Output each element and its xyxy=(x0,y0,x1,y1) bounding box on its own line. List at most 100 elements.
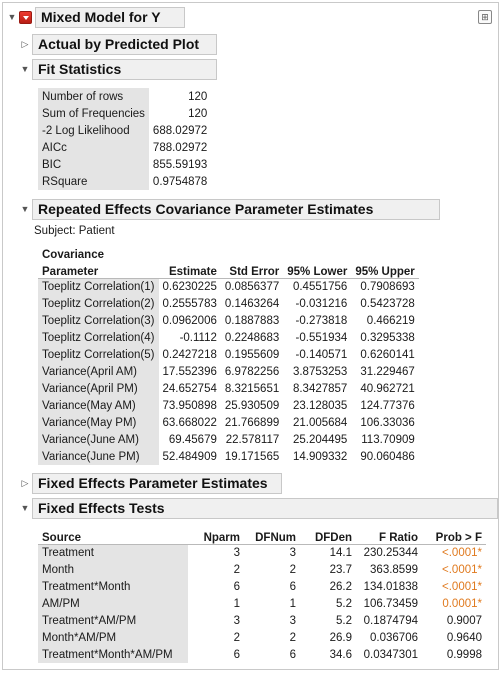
section-title[interactable]: Repeated Effects Covariance Parameter Es… xyxy=(32,198,440,220)
stat-label: BIC xyxy=(38,156,149,173)
column-header: Estimate xyxy=(158,261,221,279)
table-row: Variance(May PM) 63.668022 21.766899 21.005… xyxy=(38,414,419,431)
subject-label: Subject: Patient xyxy=(34,225,115,237)
dfnum-cell: 3 xyxy=(289,546,296,559)
table-row: Month 2 2 23.7 363.8599 <.0001* xyxy=(38,561,486,578)
table-row: Treatment 3 3 14.1 230.25344 <.0001* xyxy=(38,544,486,561)
parameter-cell: Toeplitz Correlation(2) xyxy=(38,295,159,312)
std-error-cell: 0.0856377 xyxy=(224,280,280,293)
dfden-cell: 26.9 xyxy=(329,631,352,644)
nparm-cell: 1 xyxy=(233,597,240,610)
column-header: Source xyxy=(38,527,188,545)
std-error-cell: 0.1463264 xyxy=(224,297,280,310)
fratio-cell: 106.73459 xyxy=(363,597,418,610)
source-cell: Treatment*Month*AM/PM xyxy=(38,646,188,663)
std-error-cell: 8.3215651 xyxy=(224,382,280,395)
upper-cell: 0.7908693 xyxy=(360,280,415,293)
collapse-triangle-icon[interactable]: ▼ xyxy=(20,503,30,513)
lower-cell: 25.204495 xyxy=(292,433,348,446)
column-header: F Ratio xyxy=(356,527,422,545)
parameter-cell: Toeplitz Correlation(5) xyxy=(38,346,159,363)
table-row: Variance(May AM) 73.950898 25.930509 23.128… xyxy=(38,397,419,414)
table-row: Treatment*Month*AM/PM 6 6 34.6 0.0347301 0.99… xyxy=(38,646,486,663)
estimate-cell: 0.2555783 xyxy=(162,297,217,310)
stat-value: 855.59193 xyxy=(152,158,208,171)
nparm-cell: 3 xyxy=(233,614,240,627)
table-row: Variance(June PM) 52.484909 19.171565 14.90… xyxy=(38,448,419,465)
section-title[interactable]: Fixed Effects Tests xyxy=(32,497,498,519)
std-error-cell: 0.1955609 xyxy=(224,348,280,361)
collapse-triangle-icon[interactable]: ▼ xyxy=(7,12,17,22)
parameter-cell: Variance(May PM) xyxy=(38,414,159,431)
dfnum-cell: 2 xyxy=(289,563,296,576)
parameter-cell: Variance(June PM) xyxy=(38,448,159,465)
column-header: Nparm xyxy=(188,527,244,545)
prob-cell: <.0001* xyxy=(442,580,482,593)
estimate-cell: 17.552396 xyxy=(162,365,217,378)
table-row: Variance(April AM) 17.552396 6.9782256 3.87… xyxy=(38,363,419,380)
dfden-cell: 14.1 xyxy=(329,546,352,559)
collapse-triangle-icon[interactable]: ▼ xyxy=(20,64,30,74)
upper-cell: 31.229467 xyxy=(360,365,415,378)
collapse-triangle-icon[interactable]: ▼ xyxy=(20,204,30,214)
table-row: Month*AM/PM 2 2 26.9 0.036706 0.9640 xyxy=(38,629,486,646)
section-title[interactable]: Fixed Effects Parameter Estimates xyxy=(32,472,282,494)
dfnum-cell: 1 xyxy=(289,597,296,610)
table-row: Number of rows 120 xyxy=(38,88,211,105)
expand-triangle-icon[interactable]: ▷ xyxy=(21,38,29,49)
estimate-cell: 0.6230225 xyxy=(162,280,217,293)
lower-cell: -0.551934 xyxy=(295,331,348,344)
stat-value: 788.02972 xyxy=(152,141,208,154)
column-header: 95% Lower xyxy=(283,261,352,279)
parameter-cell: Variance(April AM) xyxy=(38,363,159,380)
upper-cell: 113.70909 xyxy=(361,433,415,446)
nparm-cell: 6 xyxy=(233,648,240,661)
table-row: AICc 788.02972 xyxy=(38,139,211,156)
dfnum-cell: 2 xyxy=(289,631,296,644)
source-cell: Month*AM/PM xyxy=(38,629,188,646)
dfnum-cell: 3 xyxy=(289,614,296,627)
prob-cell: 0.0001* xyxy=(442,597,482,610)
upper-cell: 0.6260141 xyxy=(360,348,415,361)
column-header: Parameter xyxy=(38,261,159,279)
parameter-cell: Toeplitz Correlation(1) xyxy=(38,278,159,295)
stat-value: 120 xyxy=(188,90,208,103)
section-fit-statistics: ▼ Fit Statistics xyxy=(18,58,217,80)
section-title[interactable]: Fit Statistics xyxy=(32,58,217,80)
table-row: Toeplitz Correlation(4) -0.1112 0.2248683 -… xyxy=(38,329,419,346)
expand-triangle-icon[interactable]: ▷ xyxy=(21,477,29,488)
table-row: Variance(June AM) 69.45679 22.578117 25.204… xyxy=(38,431,419,448)
table-row: Toeplitz Correlation(5) 0.2427218 0.195560… xyxy=(38,346,419,363)
source-cell: Treatment*Month xyxy=(38,578,188,595)
std-error-cell: 21.766899 xyxy=(224,416,280,429)
table-row: Treatment*AM/PM 3 3 5.2 0.1874794 0.9007 xyxy=(38,612,486,629)
std-error-cell: 25.930509 xyxy=(224,399,280,412)
stat-label: Sum of Frequencies xyxy=(38,105,149,122)
column-header: 95% Upper xyxy=(351,261,419,279)
estimate-cell: 52.484909 xyxy=(162,450,217,463)
prob-cell: 0.9640 xyxy=(446,631,482,644)
prob-cell: 0.9007 xyxy=(446,614,482,627)
fratio-cell: 363.8599 xyxy=(370,563,418,576)
column-header: Covariance xyxy=(42,249,105,261)
column-header: Std Error xyxy=(220,261,284,279)
parameter-cell: Variance(June AM) xyxy=(38,431,159,448)
lower-cell: -0.031216 xyxy=(295,297,348,310)
source-cell: Treatment*AM/PM xyxy=(38,612,188,629)
table-row: -2 Log Likelihood 688.02972 xyxy=(38,122,211,139)
dfden-cell: 34.6 xyxy=(329,648,352,661)
estimate-cell: 63.668022 xyxy=(162,416,217,429)
prob-cell: <.0001* xyxy=(442,546,482,559)
table-row: Toeplitz Correlation(3) 0.0962006 0.188788… xyxy=(38,312,419,329)
upper-cell: 90.060486 xyxy=(360,450,415,463)
dfnum-cell: 6 xyxy=(289,580,296,593)
fratio-cell: 134.01838 xyxy=(363,580,418,593)
lower-cell: 3.8753253 xyxy=(292,365,348,378)
pin-icon[interactable]: ⊞ xyxy=(478,10,492,24)
report-title[interactable]: Mixed Model for Y xyxy=(35,6,185,28)
stat-value: 0.9754878 xyxy=(152,175,208,188)
stat-value: 120 xyxy=(188,107,208,120)
red-triangle-menu-icon[interactable] xyxy=(19,10,32,24)
section-title[interactable]: Actual by Predicted Plot xyxy=(32,33,217,55)
column-header: DFDen xyxy=(300,527,356,545)
